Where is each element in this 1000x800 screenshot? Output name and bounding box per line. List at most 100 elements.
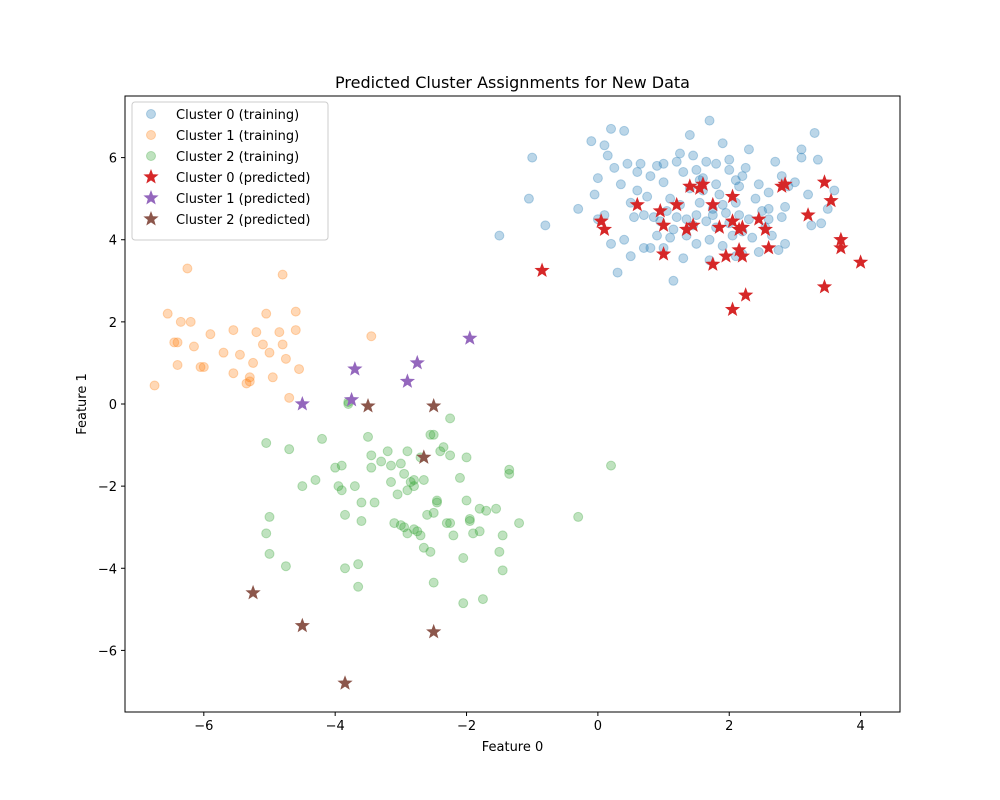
data-point-series-5-2 [416, 449, 432, 464]
legend-label-2: Cluster 2 (training) [176, 150, 299, 165]
data-point-series-1-29 [290, 306, 301, 317]
data-point-series-2-55 [445, 413, 456, 424]
data-point-series-0-53 [625, 251, 636, 262]
legend-marker-3 [143, 169, 159, 184]
data-point-series-0-83 [734, 210, 745, 221]
y-tick-label-0: −6 [98, 644, 117, 659]
data-point-series-2-29 [399, 468, 410, 479]
legend-box [131, 101, 329, 241]
x-tick-label-4: 2 [725, 719, 733, 734]
data-point-series-4-2 [347, 361, 363, 376]
data-point-series-2-79 [261, 528, 272, 539]
data-point-series-1-7 [188, 341, 199, 352]
data-point-series-1-10 [182, 263, 193, 274]
data-point-series-0-74 [704, 234, 715, 245]
data-point-series-3-27 [761, 239, 777, 255]
data-point-series-0-102 [589, 189, 600, 200]
data-point-series-1-27 [277, 269, 288, 280]
data-point-series-2-49 [431, 495, 442, 506]
data-point-series-2-26 [392, 489, 403, 500]
data-point-series-0-77 [714, 189, 725, 200]
data-point-series-2-74 [504, 464, 515, 475]
data-point-series-2-82 [340, 563, 351, 574]
data-point-series-2-60 [458, 598, 469, 609]
data-point-series-5-0 [360, 398, 376, 413]
data-point-series-0-105 [674, 148, 685, 159]
data-point-series-2-3 [310, 474, 321, 485]
data-point-series-0-11 [632, 166, 643, 177]
data-point-series-1-28 [280, 353, 291, 364]
data-point-series-0-0 [573, 203, 584, 214]
data-point-series-0-99 [615, 179, 626, 190]
data-point-series-2-41 [418, 474, 429, 485]
data-point-series-3-1 [593, 213, 609, 228]
data-point-series-4-3 [399, 373, 416, 388]
data-point-series-0-3 [540, 220, 551, 231]
data-point-series-2-76 [573, 511, 584, 522]
data-point-series-0-89 [776, 212, 787, 223]
y-axis-label: Feature 1 [75, 373, 90, 435]
data-point-series-0-21 [704, 115, 715, 126]
data-point-series-3-24 [738, 287, 754, 302]
data-point-series-1-31 [294, 364, 305, 375]
data-point-series-2-31 [402, 528, 413, 539]
data-point-series-4-4 [409, 354, 425, 370]
data-point-series-0-6 [592, 173, 603, 184]
data-point-series-2-27 [395, 520, 406, 531]
data-point-series-0-70 [691, 210, 702, 221]
data-point-series-0-31 [770, 156, 781, 167]
data-point-series-0-24 [724, 154, 735, 165]
data-point-series-0-66 [671, 212, 682, 223]
data-point-series-3-33 [823, 192, 839, 208]
data-point-series-2-45 [425, 546, 436, 557]
data-point-series-1-11 [205, 329, 216, 340]
data-point-series-0-58 [629, 212, 640, 223]
data-point-series-0-64 [665, 232, 676, 243]
data-point-series-1-3 [169, 337, 180, 348]
data-point-series-2-33 [402, 446, 413, 457]
data-point-series-3-14 [705, 256, 721, 271]
data-point-series-1-4 [172, 337, 183, 348]
y-tick-label-2: −2 [98, 480, 117, 495]
data-point-series-0-108 [763, 187, 774, 198]
data-point-series-2-7 [336, 485, 347, 496]
data-point-series-0-86 [747, 232, 758, 243]
data-point-series-2-34 [405, 477, 416, 488]
data-point-series-0-18 [684, 130, 695, 141]
data-point-series-3-21 [731, 242, 747, 257]
data-point-series-2-4 [317, 433, 328, 444]
data-point-series-2-0 [261, 438, 272, 449]
data-point-series-4-1 [343, 391, 360, 407]
data-point-series-0-52 [645, 242, 656, 253]
data-point-series-4-5 [462, 330, 478, 345]
data-point-series-2-25 [389, 518, 400, 529]
data-point-series-3-31 [816, 174, 833, 189]
data-point-series-3-29 [777, 176, 793, 191]
data-point-series-2-30 [399, 522, 410, 533]
data-point-series-0-8 [586, 136, 597, 147]
data-point-series-2-66 [474, 503, 485, 514]
data-point-series-0-90 [651, 230, 662, 241]
data-point-series-0-114 [763, 203, 774, 214]
data-point-series-0-112 [619, 234, 630, 245]
data-point-series-3-9 [685, 217, 701, 232]
data-point-series-0-40 [829, 185, 840, 196]
data-point-series-0-104 [635, 158, 646, 169]
data-point-series-0-16 [671, 156, 682, 167]
data-point-series-0-29 [757, 205, 768, 216]
data-point-series-2-68 [477, 594, 488, 605]
x-axis-label: Feature 0 [482, 740, 544, 755]
data-point-series-1-17 [244, 376, 255, 387]
data-point-series-2-40 [415, 530, 426, 541]
data-point-series-0-35 [796, 144, 807, 155]
data-point-series-0-26 [737, 171, 748, 182]
data-point-series-1-14 [228, 368, 239, 379]
data-point-series-0-13 [651, 160, 662, 171]
data-point-series-0-88 [766, 230, 777, 241]
data-point-series-3-10 [682, 178, 698, 193]
data-point-series-0-7 [599, 140, 610, 151]
data-point-series-0-103 [602, 150, 613, 161]
data-point-series-5-6 [337, 675, 353, 690]
x-axis: −6 −4 −2 0 2 4 [194, 712, 865, 734]
data-point-series-2-61 [461, 452, 472, 463]
